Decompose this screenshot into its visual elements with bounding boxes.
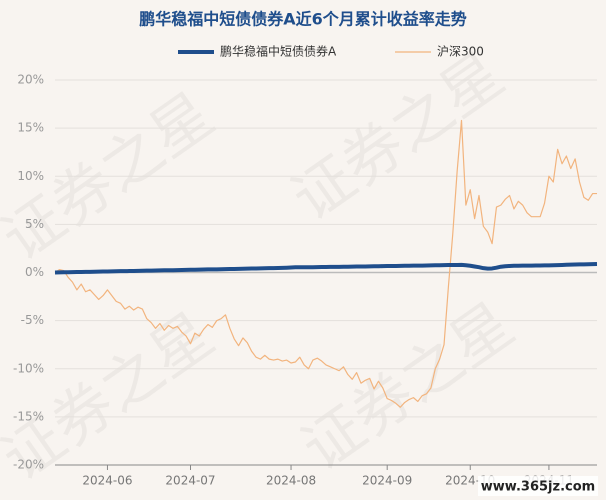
- y-tick-label: 5%: [25, 217, 44, 231]
- y-tick-label: 0%: [25, 265, 44, 279]
- legend-label: 沪深300: [437, 45, 484, 59]
- series-line: [54, 262, 598, 275]
- y-tick-label: 10%: [17, 169, 44, 183]
- x-tick-label: 2024-07: [165, 474, 215, 488]
- y-tick-label: 20%: [17, 73, 44, 87]
- y-tick-label: 15%: [17, 121, 44, 135]
- series-line: [54, 119, 597, 408]
- chart-title: 鹏华稳福中短债债券A近6个月累计收益率走势: [139, 10, 467, 29]
- x-tick-label: 2024-09: [362, 474, 412, 488]
- y-tick-label: -10%: [13, 361, 44, 375]
- y-tick-label: -15%: [13, 409, 44, 423]
- watermark: 证券之星: [290, 290, 527, 485]
- y-tick-label: -5%: [21, 313, 44, 327]
- x-tick-label: 2024-06: [82, 474, 132, 488]
- site-label: www.365jz.com: [481, 480, 595, 495]
- x-tick-label: 2024-08: [266, 474, 316, 488]
- legend-label: 鹏华稳福中短债债券A: [220, 44, 337, 59]
- y-tick-label: -20%: [13, 458, 44, 472]
- site-label-bg: [478, 476, 598, 496]
